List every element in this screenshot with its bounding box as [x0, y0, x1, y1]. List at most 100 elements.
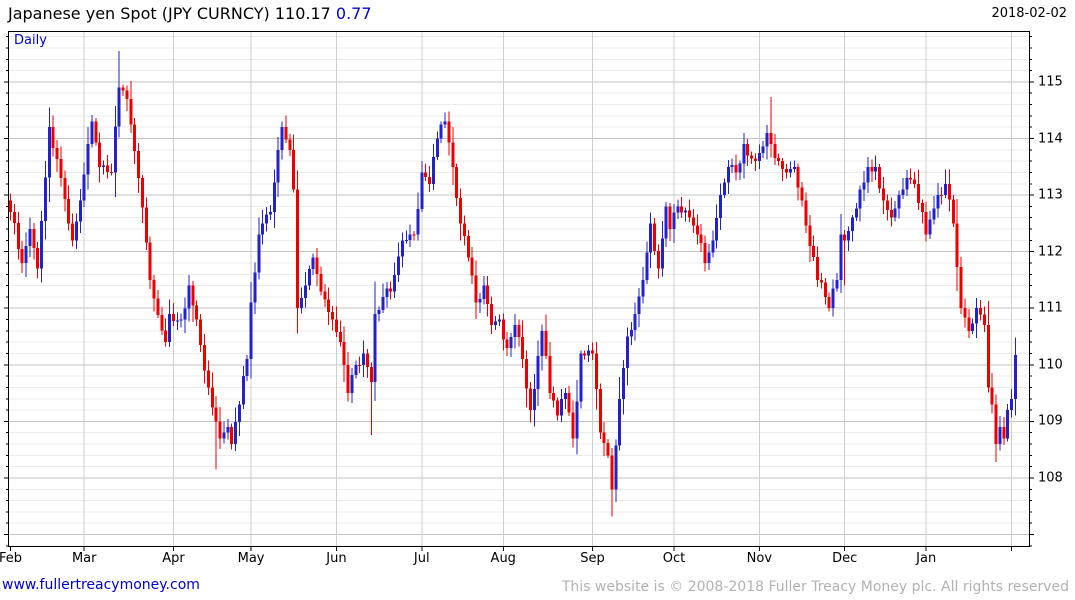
candle	[284, 115, 288, 143]
candle	[156, 289, 160, 318]
candle	[203, 334, 206, 384]
candle	[389, 281, 393, 300]
candle	[796, 163, 800, 201]
candle	[226, 418, 230, 440]
candle	[272, 169, 276, 228]
candle	[412, 231, 416, 241]
candle	[994, 394, 998, 463]
candle	[951, 194, 955, 227]
candle	[862, 170, 866, 202]
candle	[164, 318, 168, 347]
candle	[1002, 416, 1006, 445]
x-axis-label: Jun	[326, 551, 347, 566]
candle	[230, 423, 234, 450]
candle	[191, 281, 195, 322]
candle	[377, 306, 381, 322]
candle	[82, 162, 86, 207]
candle	[408, 224, 412, 248]
candle	[369, 362, 373, 435]
candle	[722, 178, 726, 199]
candle	[63, 170, 67, 212]
candle	[358, 356, 362, 374]
candle	[703, 235, 707, 272]
site-link[interactable]: www.fullertreacymoney.com	[2, 577, 200, 593]
candle	[393, 262, 397, 298]
candle	[280, 121, 284, 160]
candle	[839, 213, 843, 293]
candle	[800, 181, 804, 207]
candle	[827, 292, 831, 312]
candle	[292, 134, 296, 193]
candle	[913, 172, 917, 189]
candle	[117, 50, 121, 138]
candle	[214, 396, 218, 470]
candle	[742, 132, 746, 179]
y-axis-label: 112	[1038, 244, 1063, 260]
candle	[462, 215, 466, 246]
y-axis-label: 110	[1038, 357, 1063, 373]
candle	[160, 307, 164, 335]
candle	[594, 341, 598, 410]
candle	[544, 314, 548, 360]
candle	[676, 199, 680, 220]
candle	[761, 140, 765, 159]
candle	[148, 236, 152, 290]
y-axis-label: 108	[1038, 470, 1063, 486]
candle	[78, 189, 82, 234]
candle	[168, 299, 172, 348]
x-axis-label: Mar	[71, 551, 97, 566]
candle	[428, 166, 432, 193]
candle	[726, 159, 730, 194]
candle	[67, 185, 71, 231]
candle	[757, 144, 761, 170]
candle	[656, 244, 660, 279]
candle	[998, 416, 1002, 451]
candle	[346, 351, 350, 402]
candle	[36, 242, 40, 279]
candle	[711, 230, 715, 258]
candle	[816, 246, 820, 287]
candle	[765, 125, 769, 160]
candle	[16, 212, 20, 260]
candle	[808, 214, 812, 263]
candle	[940, 186, 944, 205]
x-axis-label: Jan	[916, 551, 937, 566]
y-axis-label: 111	[1038, 300, 1063, 316]
candle	[668, 202, 672, 242]
candle	[505, 332, 509, 356]
chart-title: Japanese yen Spot (JPY CURNCY) 110.17 0.…	[8, 4, 372, 23]
candle	[971, 318, 975, 335]
candle	[598, 383, 602, 440]
candle	[12, 204, 16, 235]
candle	[773, 133, 777, 165]
candle	[936, 183, 940, 218]
candle	[288, 134, 292, 156]
instrument-name: Japanese yen Spot (JPY CURNCY)	[8, 4, 270, 23]
last-price: 110.17	[274, 4, 331, 23]
candle	[730, 158, 734, 174]
candle	[416, 192, 420, 241]
candle	[28, 217, 32, 258]
candle	[303, 272, 307, 308]
candle	[51, 115, 55, 157]
candle	[734, 154, 738, 181]
candle	[521, 320, 525, 369]
candle	[579, 350, 583, 409]
candle	[32, 222, 36, 260]
candle	[707, 243, 711, 271]
candle	[183, 297, 187, 333]
x-axis-label: Dec	[832, 551, 858, 566]
candle	[583, 350, 587, 360]
candle	[591, 342, 594, 361]
candle	[688, 199, 691, 223]
candle	[129, 81, 133, 134]
candle	[55, 139, 59, 173]
candle	[210, 372, 214, 416]
candle	[420, 161, 424, 212]
candle	[924, 201, 928, 242]
candle	[664, 202, 668, 247]
candle	[738, 160, 742, 181]
candle	[451, 127, 455, 185]
candle	[556, 397, 560, 421]
candle	[1010, 389, 1014, 418]
